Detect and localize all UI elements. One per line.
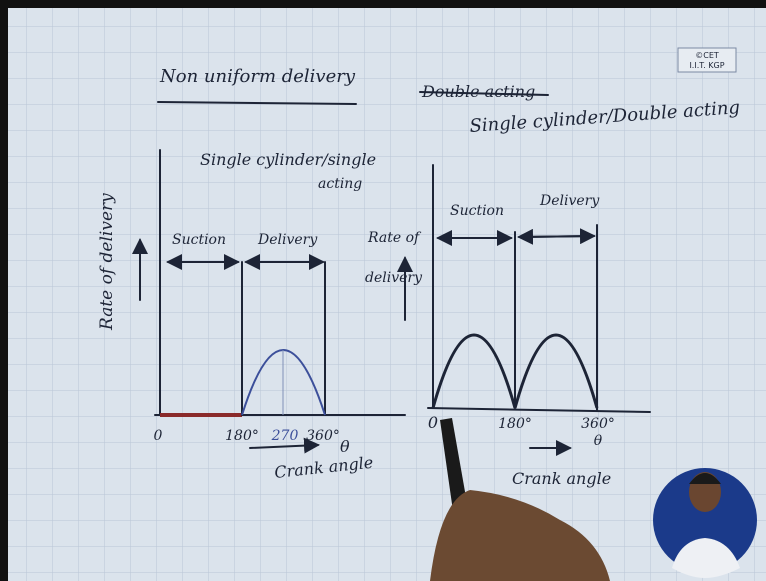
x-label: 180° <box>498 416 532 432</box>
x-title: Crank angle <box>512 469 611 488</box>
y-label: Rate of <box>367 230 422 246</box>
x-label: 0 <box>154 428 163 444</box>
x-symbol: θ <box>594 433 603 449</box>
y-label: delivery <box>365 270 423 286</box>
logo-line: I.I.T. KGP <box>689 61 724 70</box>
phase: Suction <box>450 203 504 219</box>
phase: Delivery <box>539 193 600 209</box>
title: Non uniform delivery <box>159 66 356 87</box>
y-label: Rate of delivery <box>97 193 117 331</box>
logo-line: ©CET <box>695 51 719 60</box>
x-label: 270 <box>271 428 299 444</box>
x-label: 0 <box>428 413 438 432</box>
x-label: 360° <box>581 416 615 432</box>
phase: Delivery <box>257 232 318 248</box>
x-label: 360° <box>306 428 340 444</box>
phase: Suction <box>172 232 226 248</box>
x-symbol: θ <box>340 437 350 456</box>
logo: ©CET I.I.T. KGP <box>678 48 736 72</box>
grid-paper <box>8 8 766 581</box>
lecture-frame: ©CET I.I.T. KGP Non uniform delivery Dou… <box>0 0 766 581</box>
caption: Single cylinder/single <box>200 150 376 169</box>
caption: acting <box>318 176 362 192</box>
x-label: 180° <box>225 428 259 444</box>
